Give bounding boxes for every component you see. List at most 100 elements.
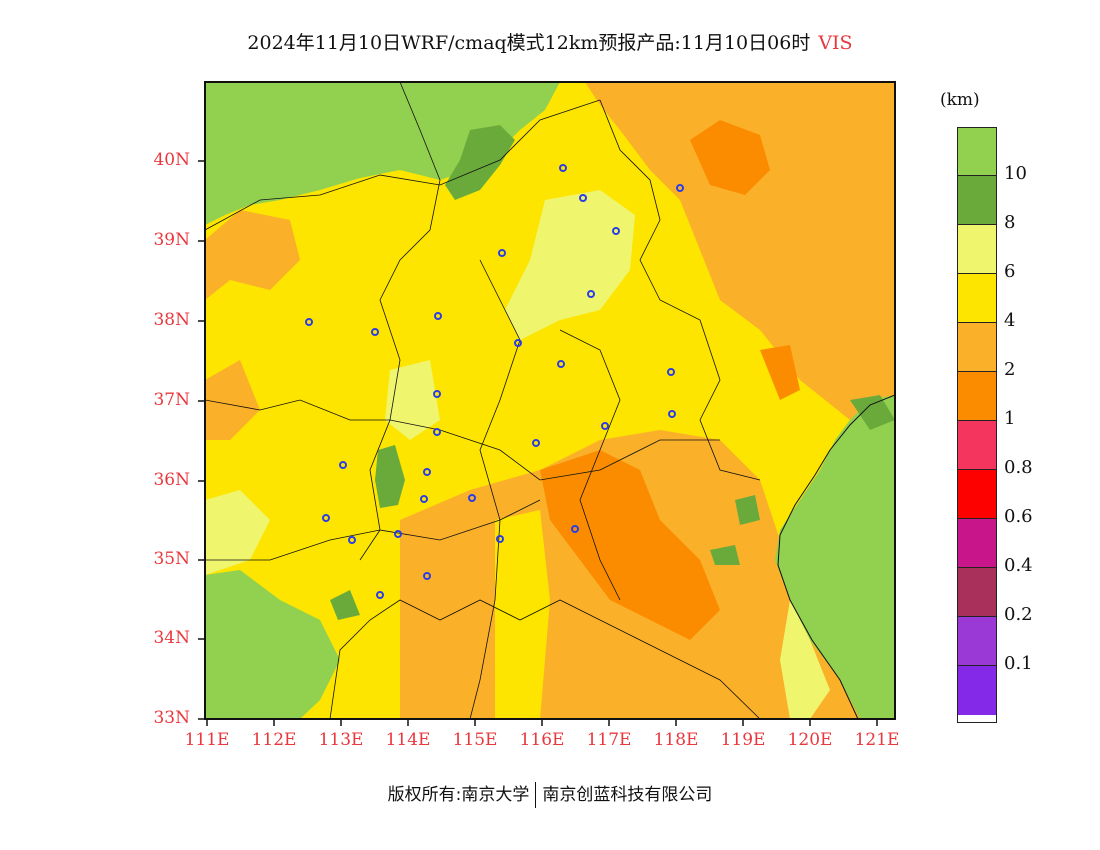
colorbar-swatch [957, 176, 997, 225]
field-deeporange-south [540, 450, 720, 640]
coastline [777, 394, 895, 719]
city-marker [423, 468, 431, 476]
colorbar-label: 2 [1004, 359, 1016, 380]
city-marker [434, 312, 442, 320]
colorbar-label: 6 [1004, 261, 1016, 282]
lon-label: 116E [519, 730, 565, 750]
field-darkgreen-north [445, 125, 515, 200]
colorbar-swatch [957, 372, 997, 421]
field-lightyellow-sw [205, 490, 270, 575]
city-marker [496, 535, 504, 543]
map-title: 2024年11月10日WRF/cmaq模式12km预报产品:11月10日06时 V… [0, 28, 1100, 55]
lat-label: 40N [153, 150, 190, 170]
field-darkgreen-east3 [850, 395, 895, 430]
city-marker [612, 227, 620, 235]
lon-label: 119E [720, 730, 766, 750]
city-marker [376, 591, 384, 599]
city-marker [305, 318, 313, 326]
colorbar-swatch [957, 421, 997, 470]
field-lightyellow-coast [780, 600, 830, 719]
lon-label: 118E [653, 730, 699, 750]
field-orange-west [205, 210, 300, 300]
city-marker [394, 530, 402, 538]
colorbar-swatch [957, 568, 997, 617]
field-green-southwest [205, 570, 340, 719]
lon-label: 113E [318, 730, 364, 750]
colorbar-swatch [957, 127, 997, 176]
field-deeporange-coast [760, 345, 800, 400]
colorbar-swatch [957, 519, 997, 568]
lon-label: 115E [452, 730, 498, 750]
field-yellow-south-strip [495, 510, 550, 719]
city-marker [668, 410, 676, 418]
field-darkgreen-east [735, 495, 760, 525]
colorbar-label: 0.4 [1004, 555, 1033, 576]
city-marker [433, 428, 441, 436]
lat-label: 33N [153, 708, 190, 728]
field-green-sea [775, 395, 895, 719]
lon-label: 112E [251, 730, 297, 750]
field-darkgreen-sw [330, 590, 360, 620]
field-orange-west2 [205, 360, 260, 440]
footer-separator [535, 782, 537, 808]
city-marker [371, 328, 379, 336]
field-lightyellow-center [505, 190, 635, 340]
field-deeporange-northeast [690, 120, 770, 195]
colorbar-swatch [957, 225, 997, 274]
lon-label: 117E [586, 730, 632, 750]
lat-label: 37N [153, 390, 190, 410]
lat-label: 36N [153, 470, 190, 490]
colorbar-label: 4 [1004, 310, 1016, 331]
colorbar-swatch [957, 274, 997, 323]
field-orange-northeast [585, 82, 895, 430]
city-marker [571, 525, 579, 533]
field-lightyellow-west [385, 360, 440, 440]
title-variable: VIS [818, 32, 853, 54]
colorbar-label: 8 [1004, 212, 1016, 233]
city-marker [559, 164, 567, 172]
colorbar-swatch [957, 666, 997, 715]
copyright-footer: 版权所有:南京大学 南京创蓝科技有限公司 [0, 780, 1100, 808]
lat-label: 38N [153, 310, 190, 330]
footer-left: 版权所有:南京大学 [387, 785, 530, 805]
map-fields [205, 82, 895, 719]
lon-label: 114E [385, 730, 431, 750]
city-marker [579, 194, 587, 202]
colorbar [957, 127, 997, 715]
footer-right: 南京创蓝科技有限公司 [542, 785, 713, 805]
colorbar-label: 0.2 [1004, 604, 1033, 625]
city-marker [557, 360, 565, 368]
lon-label: 111E [184, 730, 230, 750]
city-marker [322, 514, 330, 522]
lat-label: 35N [153, 549, 190, 569]
colorbar-label: 1 [1004, 408, 1016, 429]
colorbar-label: 0.1 [1004, 653, 1033, 674]
city-marker [676, 184, 684, 192]
axis-ticks [198, 160, 878, 726]
colorbar-unit: (km) [940, 90, 980, 110]
field-green-north [205, 82, 560, 225]
city-marker [339, 461, 347, 469]
title-text: 2024年11月10日WRF/cmaq模式12km预报产品:11月10日06时 [247, 32, 811, 54]
city-marker [348, 536, 356, 544]
city-marker [587, 290, 595, 298]
city-marker [423, 572, 431, 580]
field-darkgreen-east2 [710, 545, 740, 565]
city-marker [532, 439, 540, 447]
city-marker [433, 390, 441, 398]
city-marker [468, 494, 476, 502]
lat-label: 34N [153, 628, 190, 648]
colorbar-swatch [957, 323, 997, 372]
lon-label: 121E [854, 730, 900, 750]
city-markers [305, 164, 684, 599]
city-marker [498, 249, 506, 257]
colorbar-label: 0.6 [1004, 506, 1033, 527]
city-marker [601, 422, 609, 430]
city-marker [420, 495, 428, 503]
colorbar-swatch [957, 617, 997, 666]
colorbar-swatch [957, 470, 997, 519]
field-darkgreen-central [375, 445, 405, 508]
colorbar-label: 10 [1004, 163, 1027, 184]
city-marker [514, 339, 522, 347]
